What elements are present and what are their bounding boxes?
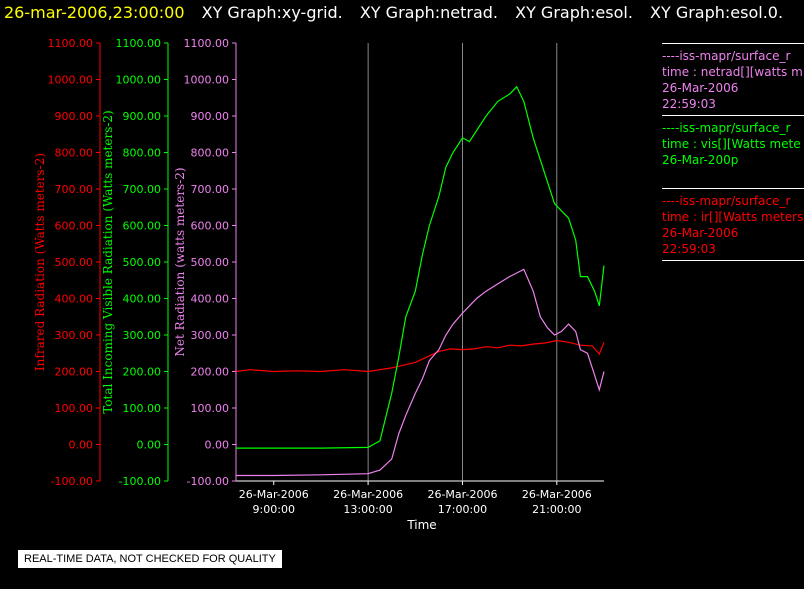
y-tick-label: 900.00 (55, 110, 94, 123)
y-tick-label: 400.00 (191, 293, 230, 306)
y-tick-label: 1100.00 (116, 37, 162, 50)
y-tick-label: 600.00 (123, 220, 162, 233)
y-tick-label: 300.00 (191, 329, 230, 342)
y-tick-label: 1000.00 (48, 74, 94, 87)
y-tick-label: 700.00 (55, 183, 94, 196)
y-tick-label: -100.00 (119, 475, 161, 488)
y-tick-label: 900.00 (191, 110, 230, 123)
y-tick-label: 200.00 (123, 366, 162, 379)
legend-line: time : netrad[][watts m (662, 65, 803, 79)
y-tick-label: 900.00 (123, 110, 162, 123)
legend-divider (662, 115, 804, 116)
legend-divider (662, 260, 804, 261)
series-line (235, 339, 605, 373)
graph-title-esol0[interactable]: XY Graph:esol.0. (650, 3, 784, 22)
graph-title-netrad[interactable]: XY Graph:netrad. (359, 3, 499, 22)
legend-line: ----iss-mapr/surface_r (662, 121, 791, 135)
y-tick-label: 400.00 (55, 293, 94, 306)
y-tick-label: 1100.00 (184, 37, 230, 50)
y-tick-label: 600.00 (55, 220, 94, 233)
header-bar: 26-mar-2006,23:00:00 XY Graph:xy-grid. X… (4, 3, 783, 25)
x-tick-date: 26-Mar-2006 (333, 488, 403, 501)
x-tick-time: 13:00:00 (343, 503, 392, 516)
graph-title-esol[interactable]: XY Graph:esol. (515, 3, 633, 22)
legend-line: 22:59:03 (662, 242, 716, 256)
legend-line: 26-Mar-2006 (662, 81, 739, 95)
y-axis-label: Infrared Radiation (Watts meters-2) (33, 153, 47, 371)
y-tick-label: 500.00 (55, 256, 94, 269)
series-line (236, 268, 605, 477)
x-tick-date: 26-Mar-2006 (239, 488, 309, 501)
timestamp: 26-mar-2006,23:00:00 (4, 3, 185, 22)
y-tick-label: 800.00 (55, 147, 94, 160)
legend-divider (662, 43, 804, 44)
y-tick-label: 500.00 (123, 256, 162, 269)
y-tick-label: 300.00 (55, 329, 94, 342)
legend-line: time : vis[][Watts mete (662, 137, 801, 151)
y-tick-label: 100.00 (191, 402, 230, 415)
x-axis-label: Time (406, 518, 436, 532)
legend-entry-vis[interactable]: ----iss-mapr/surface_r time : vis[][Watt… (662, 120, 804, 168)
y-tick-label: 1100.00 (48, 37, 94, 50)
y-tick-label: 200.00 (191, 366, 230, 379)
y-tick-label: 800.00 (191, 147, 230, 160)
legend: ----iss-mapr/surface_r time : netrad[][w… (662, 40, 804, 265)
y-tick-label: 0.00 (137, 439, 162, 452)
legend-divider (662, 188, 804, 189)
y-tick-label: 0.00 (69, 439, 94, 452)
y-tick-label: 100.00 (123, 402, 162, 415)
legend-line: 26-Mar-2006 (662, 226, 739, 240)
graph-title-xy-grid[interactable]: XY Graph:xy-grid. (201, 3, 343, 22)
y-tick-label: 100.00 (55, 402, 94, 415)
y-tick-label: 800.00 (123, 147, 162, 160)
x-tick-time: 9:00:00 (253, 503, 295, 516)
y-tick-label: -100.00 (187, 475, 229, 488)
legend-line: ----iss-mapr/surface_r (662, 194, 791, 208)
y-tick-label: 200.00 (55, 366, 94, 379)
series-line (236, 85, 605, 449)
y-axis-label: Total Incoming Visible Radiation (Watts … (101, 110, 115, 414)
y-tick-label: 500.00 (191, 256, 230, 269)
y-tick-label: 700.00 (191, 183, 230, 196)
legend-line: ----iss-mapr/surface_r (662, 49, 791, 63)
legend-entry-netrad[interactable]: ----iss-mapr/surface_r time : netrad[][w… (662, 48, 804, 112)
y-tick-label: 400.00 (123, 293, 162, 306)
y-tick-label: 700.00 (123, 183, 162, 196)
legend-line: time : ir[][Watts meters (662, 210, 804, 224)
legend-entry-ir[interactable]: ----iss-mapr/surface_r time : ir[][Watts… (662, 193, 804, 257)
y-tick-label: 1000.00 (116, 74, 162, 87)
x-tick-time: 17:00:00 (438, 503, 487, 516)
x-tick-date: 26-Mar-2006 (522, 488, 592, 501)
y-axis-label: Net Radiation (watts meters-2) (173, 167, 187, 356)
x-tick-time: 21:00:00 (532, 503, 581, 516)
y-tick-label: 600.00 (191, 220, 230, 233)
quality-notice: REAL-TIME DATA, NOT CHECKED FOR QUALITY (18, 550, 282, 568)
legend-line: 26-Mar-200p (662, 153, 739, 167)
y-tick-label: -100.00 (51, 475, 93, 488)
y-tick-label: 1000.00 (184, 74, 230, 87)
y-tick-label: 300.00 (123, 329, 162, 342)
x-tick-date: 26-Mar-2006 (427, 488, 497, 501)
y-tick-label: 0.00 (205, 439, 230, 452)
legend-line: 22:59:03 (662, 97, 716, 111)
